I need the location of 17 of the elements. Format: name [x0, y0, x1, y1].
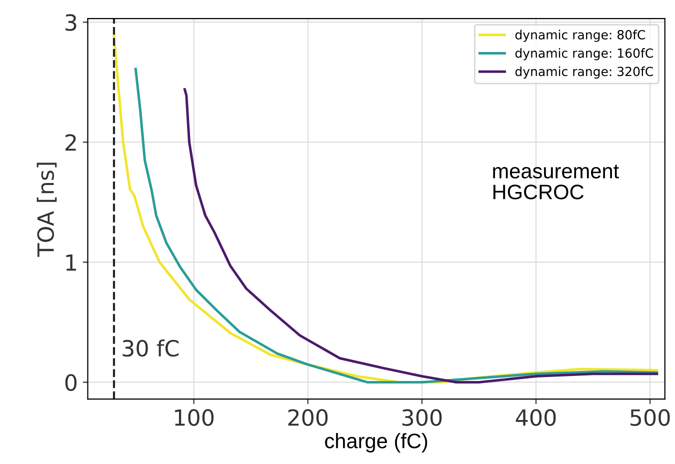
y-tick-label: 2 [66, 134, 76, 151]
y-tick-label: 1 [66, 254, 76, 271]
y-axis-title: TOA [ns] [36, 162, 57, 257]
y-tick-label: 0 [65, 374, 77, 391]
x-tick-label: 300 [402, 409, 442, 426]
legend-label: dynamic range: 160fC [515, 48, 653, 60]
annotation: measurement HGCROC [493, 164, 619, 200]
ref-line-label: 30 fC [122, 339, 179, 357]
x-tick-label: 400 [516, 409, 556, 426]
legend-label: dynamic range: 320fC [515, 66, 653, 79]
x-tick-label: 500 [630, 409, 670, 426]
x-tick-label: 200 [288, 409, 328, 426]
x-axis-title: charge (fC) [325, 433, 428, 452]
line-series [183, 88, 658, 384]
legend-label: dynamic range: 80fC [515, 30, 645, 42]
x-tick-label: 100 [175, 409, 214, 426]
y-tick-label: 3 [66, 14, 76, 31]
